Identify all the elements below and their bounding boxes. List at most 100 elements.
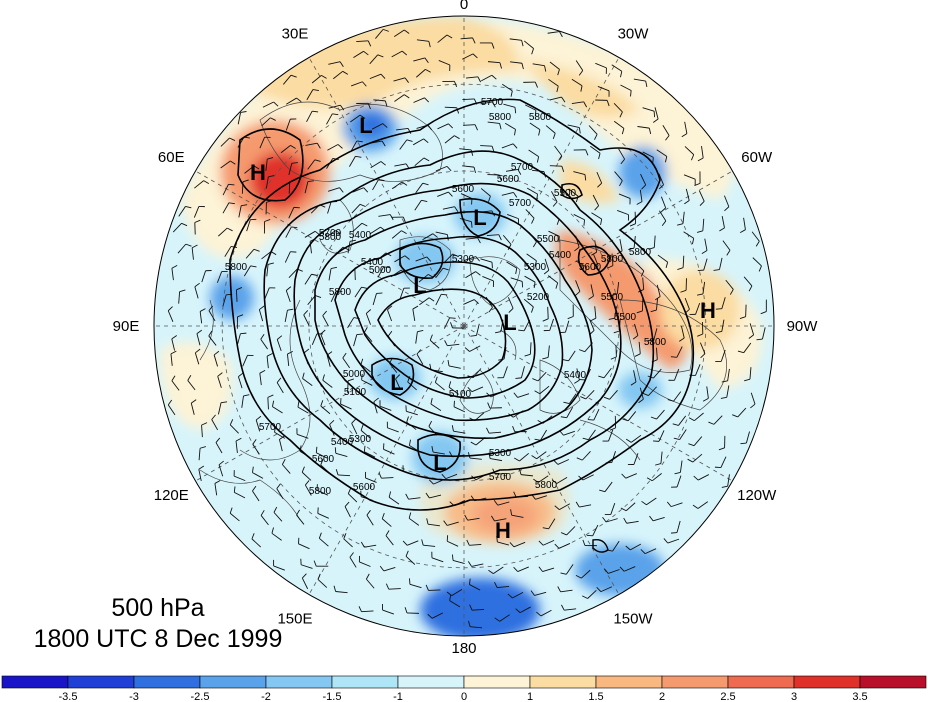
contour-label: 5700 (259, 422, 282, 433)
wind-barb (414, 157, 430, 167)
wind-barb (732, 407, 747, 418)
wind-barb (347, 488, 358, 503)
contour-label: 5800 (225, 262, 248, 273)
wind-barb (662, 125, 670, 141)
wind-barb (229, 507, 240, 522)
wind-barb (713, 257, 723, 271)
wind-barb (551, 191, 558, 207)
wind-barb (575, 280, 581, 296)
contour-label: 5300 (452, 254, 475, 265)
wind-barb (322, 374, 333, 388)
wind-barb (350, 114, 366, 123)
wind-barb (382, 604, 395, 615)
wind-barb (480, 101, 496, 108)
wind-barb (429, 334, 440, 349)
wind-barb (591, 212, 603, 225)
wind-barb (620, 502, 636, 512)
wind-barb (658, 173, 664, 190)
wind-barb (358, 555, 371, 567)
wind-barb (494, 614, 510, 622)
contour-label: 5800 (644, 337, 667, 348)
wind-barb (480, 145, 495, 153)
wind-barb (573, 171, 587, 181)
wind-barb (560, 526, 576, 536)
wind-barb (415, 329, 424, 344)
wind-barb (370, 161, 386, 169)
wind-barb (273, 506, 283, 522)
contour-label: 5500 (601, 292, 624, 303)
wind-barb (571, 101, 588, 108)
contour-5800-loop-south (592, 539, 609, 553)
contour-label: 5800 (601, 254, 624, 265)
wind-barb (640, 173, 647, 190)
wind-barb (523, 40, 534, 55)
wind-barb (218, 460, 225, 477)
wind-barb (542, 518, 556, 530)
contour-label: 5100 (344, 387, 367, 398)
wind-barb (721, 368, 730, 383)
longitude-label: 120W (737, 487, 777, 504)
wind-barb (441, 473, 458, 480)
wind-barb (301, 573, 309, 590)
wind-barb (229, 419, 239, 434)
wind-barb (464, 345, 481, 352)
wind-barb (379, 400, 392, 411)
wind-barb (343, 533, 353, 548)
wind-barb (693, 474, 710, 481)
wind-barb (244, 165, 260, 174)
contour-5200 (377, 288, 507, 379)
wind-barb (696, 218, 705, 233)
wind-barb (301, 466, 312, 481)
wind-barb (549, 96, 566, 103)
wind-barb (414, 199, 428, 211)
wind-barb (513, 566, 529, 572)
wind-barb (652, 430, 665, 442)
wind-barb (320, 400, 331, 415)
colorbar-bin (1, 675, 69, 689)
wind-barb (313, 560, 329, 567)
wind-barb (534, 385, 550, 395)
wind-barb (687, 453, 703, 463)
wind-barb (280, 144, 296, 154)
wind-barb (443, 520, 459, 526)
wind-barb (381, 512, 392, 527)
colorbar-bin (265, 675, 333, 689)
wind-barb (335, 469, 351, 477)
wind-barb (674, 460, 683, 475)
wind-barb (590, 306, 597, 322)
wind-barb (288, 206, 300, 219)
wind-barb (660, 196, 667, 213)
wind-barb (714, 456, 727, 469)
wind-barb (383, 443, 395, 455)
wind-barb (562, 350, 576, 362)
contour-label: 5400 (331, 437, 354, 448)
wind-barb (354, 286, 368, 298)
wind-barb (678, 326, 685, 342)
colorbar-bin (133, 675, 201, 689)
contour-5800-H60E (237, 128, 304, 202)
wind-barb (466, 539, 482, 546)
wind-barb (442, 80, 458, 88)
contour-label: 5700 (509, 198, 532, 209)
longitude-label: 30W (618, 25, 650, 42)
contour-label: 5500 (614, 312, 637, 323)
wind-barb (258, 305, 265, 322)
wind-barb (602, 516, 618, 523)
contour-labels: 5700580057005600560057005500550054005600… (225, 97, 667, 497)
wind-barb (298, 537, 310, 550)
colorbar-bin (727, 675, 795, 689)
wind-barb (752, 257, 762, 272)
wind-barb (582, 589, 597, 599)
wind-barb (465, 271, 481, 279)
wind-barb (740, 431, 750, 445)
wind-barb (587, 409, 600, 421)
colorbar-tick-label: -2.5 (191, 691, 210, 702)
wind-barb (611, 64, 623, 78)
colorbar-tick-label: 0 (461, 691, 467, 702)
wind-barb (425, 492, 442, 499)
wind-barb (613, 120, 625, 135)
contour-label: 5400 (361, 257, 384, 268)
wind-barb (596, 586, 613, 593)
contour-5100-a (399, 242, 444, 280)
wind-barb (442, 206, 459, 212)
